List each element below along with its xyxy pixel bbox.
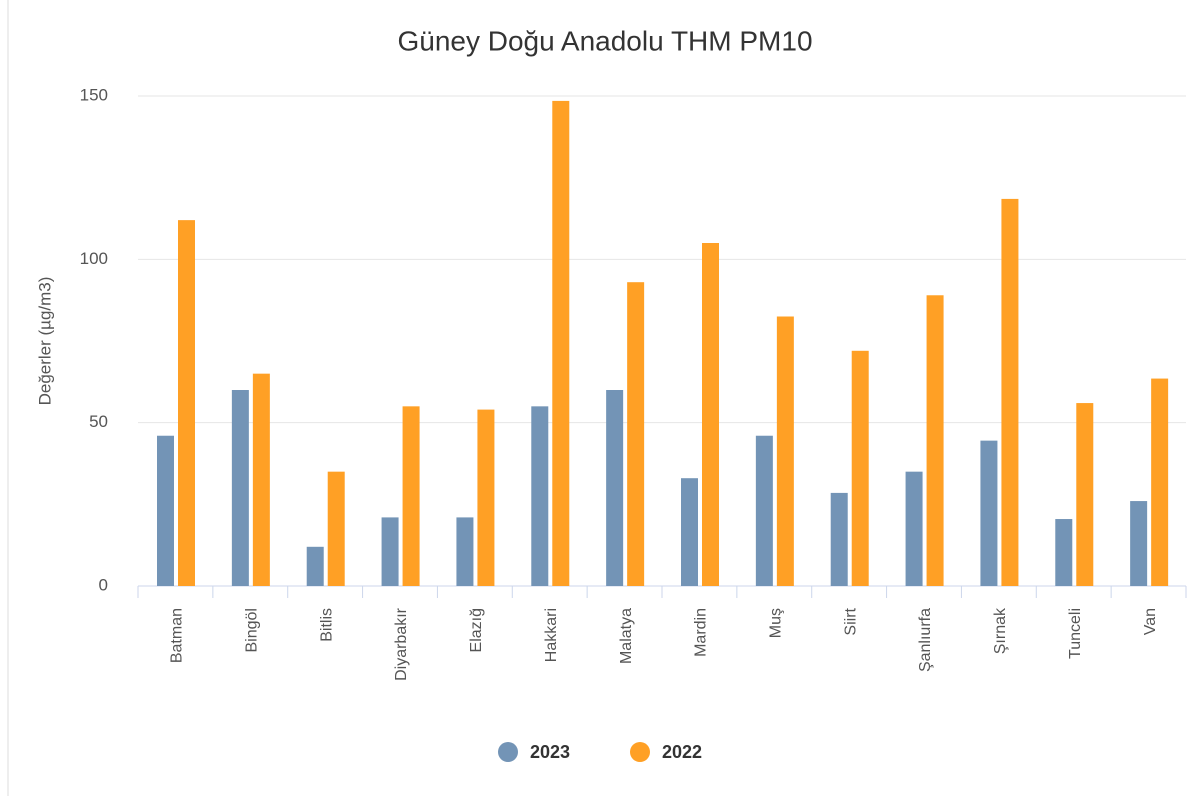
- bar: [157, 435, 174, 586]
- x-tick-label: Tunceli: [1067, 608, 1084, 659]
- x-tick-label: Malatya: [618, 608, 635, 664]
- bar: [1130, 501, 1148, 586]
- x-tick-label: Elazığ: [468, 608, 485, 652]
- y-axis-title: Değerler (µg/m3): [35, 277, 54, 406]
- bar: [252, 373, 270, 586]
- bar: [477, 409, 495, 586]
- bar: [755, 435, 773, 586]
- bar: [702, 243, 719, 586]
- bar: [552, 100, 570, 587]
- x-tick-label: Hakkari: [543, 608, 560, 662]
- x-tick-label: Mardin: [693, 608, 710, 657]
- bar: [980, 440, 998, 586]
- y-tick-label: 100: [80, 249, 108, 268]
- chart-title: Güney Doğu Anadolu THM PM10: [397, 25, 812, 56]
- y-tick-label: 50: [89, 412, 108, 431]
- bar: [178, 220, 195, 586]
- x-tick-label: Şırnak: [992, 607, 1009, 654]
- y-tick-label: 150: [80, 85, 108, 104]
- bar: [1001, 198, 1019, 586]
- bar: [606, 390, 624, 586]
- bar: [306, 546, 324, 586]
- x-tick-label: Bingöl: [244, 608, 261, 652]
- bar: [231, 390, 249, 586]
- bar: [926, 295, 944, 586]
- legend-marker: [630, 742, 650, 762]
- x-tick-label: Batman: [169, 608, 186, 663]
- x-tick-label: Bitlis: [318, 608, 335, 642]
- legend-marker: [498, 742, 518, 762]
- bar: [851, 350, 869, 586]
- x-tick-label: Van: [1142, 608, 1159, 635]
- bar: [531, 406, 549, 586]
- bar: [776, 316, 794, 586]
- x-tick-label: Muş: [768, 608, 785, 638]
- legend-label: 2022: [662, 742, 702, 762]
- bar: [381, 517, 399, 586]
- bar: [830, 492, 848, 586]
- bar: [327, 471, 345, 586]
- legend-label: 2023: [530, 742, 570, 762]
- bar: [1151, 378, 1169, 586]
- bar: [402, 406, 420, 586]
- x-tick-label: Şanlıurfa: [917, 608, 934, 672]
- bar: [1055, 519, 1073, 586]
- bar: [905, 471, 923, 586]
- y-tick-label: 0: [99, 575, 108, 594]
- bar: [627, 282, 645, 586]
- bar: [1076, 403, 1094, 586]
- bar: [456, 517, 474, 586]
- x-tick-label: Diyarbakır: [393, 607, 410, 681]
- x-tick-label: Siirt: [842, 607, 859, 635]
- bar: [681, 478, 698, 586]
